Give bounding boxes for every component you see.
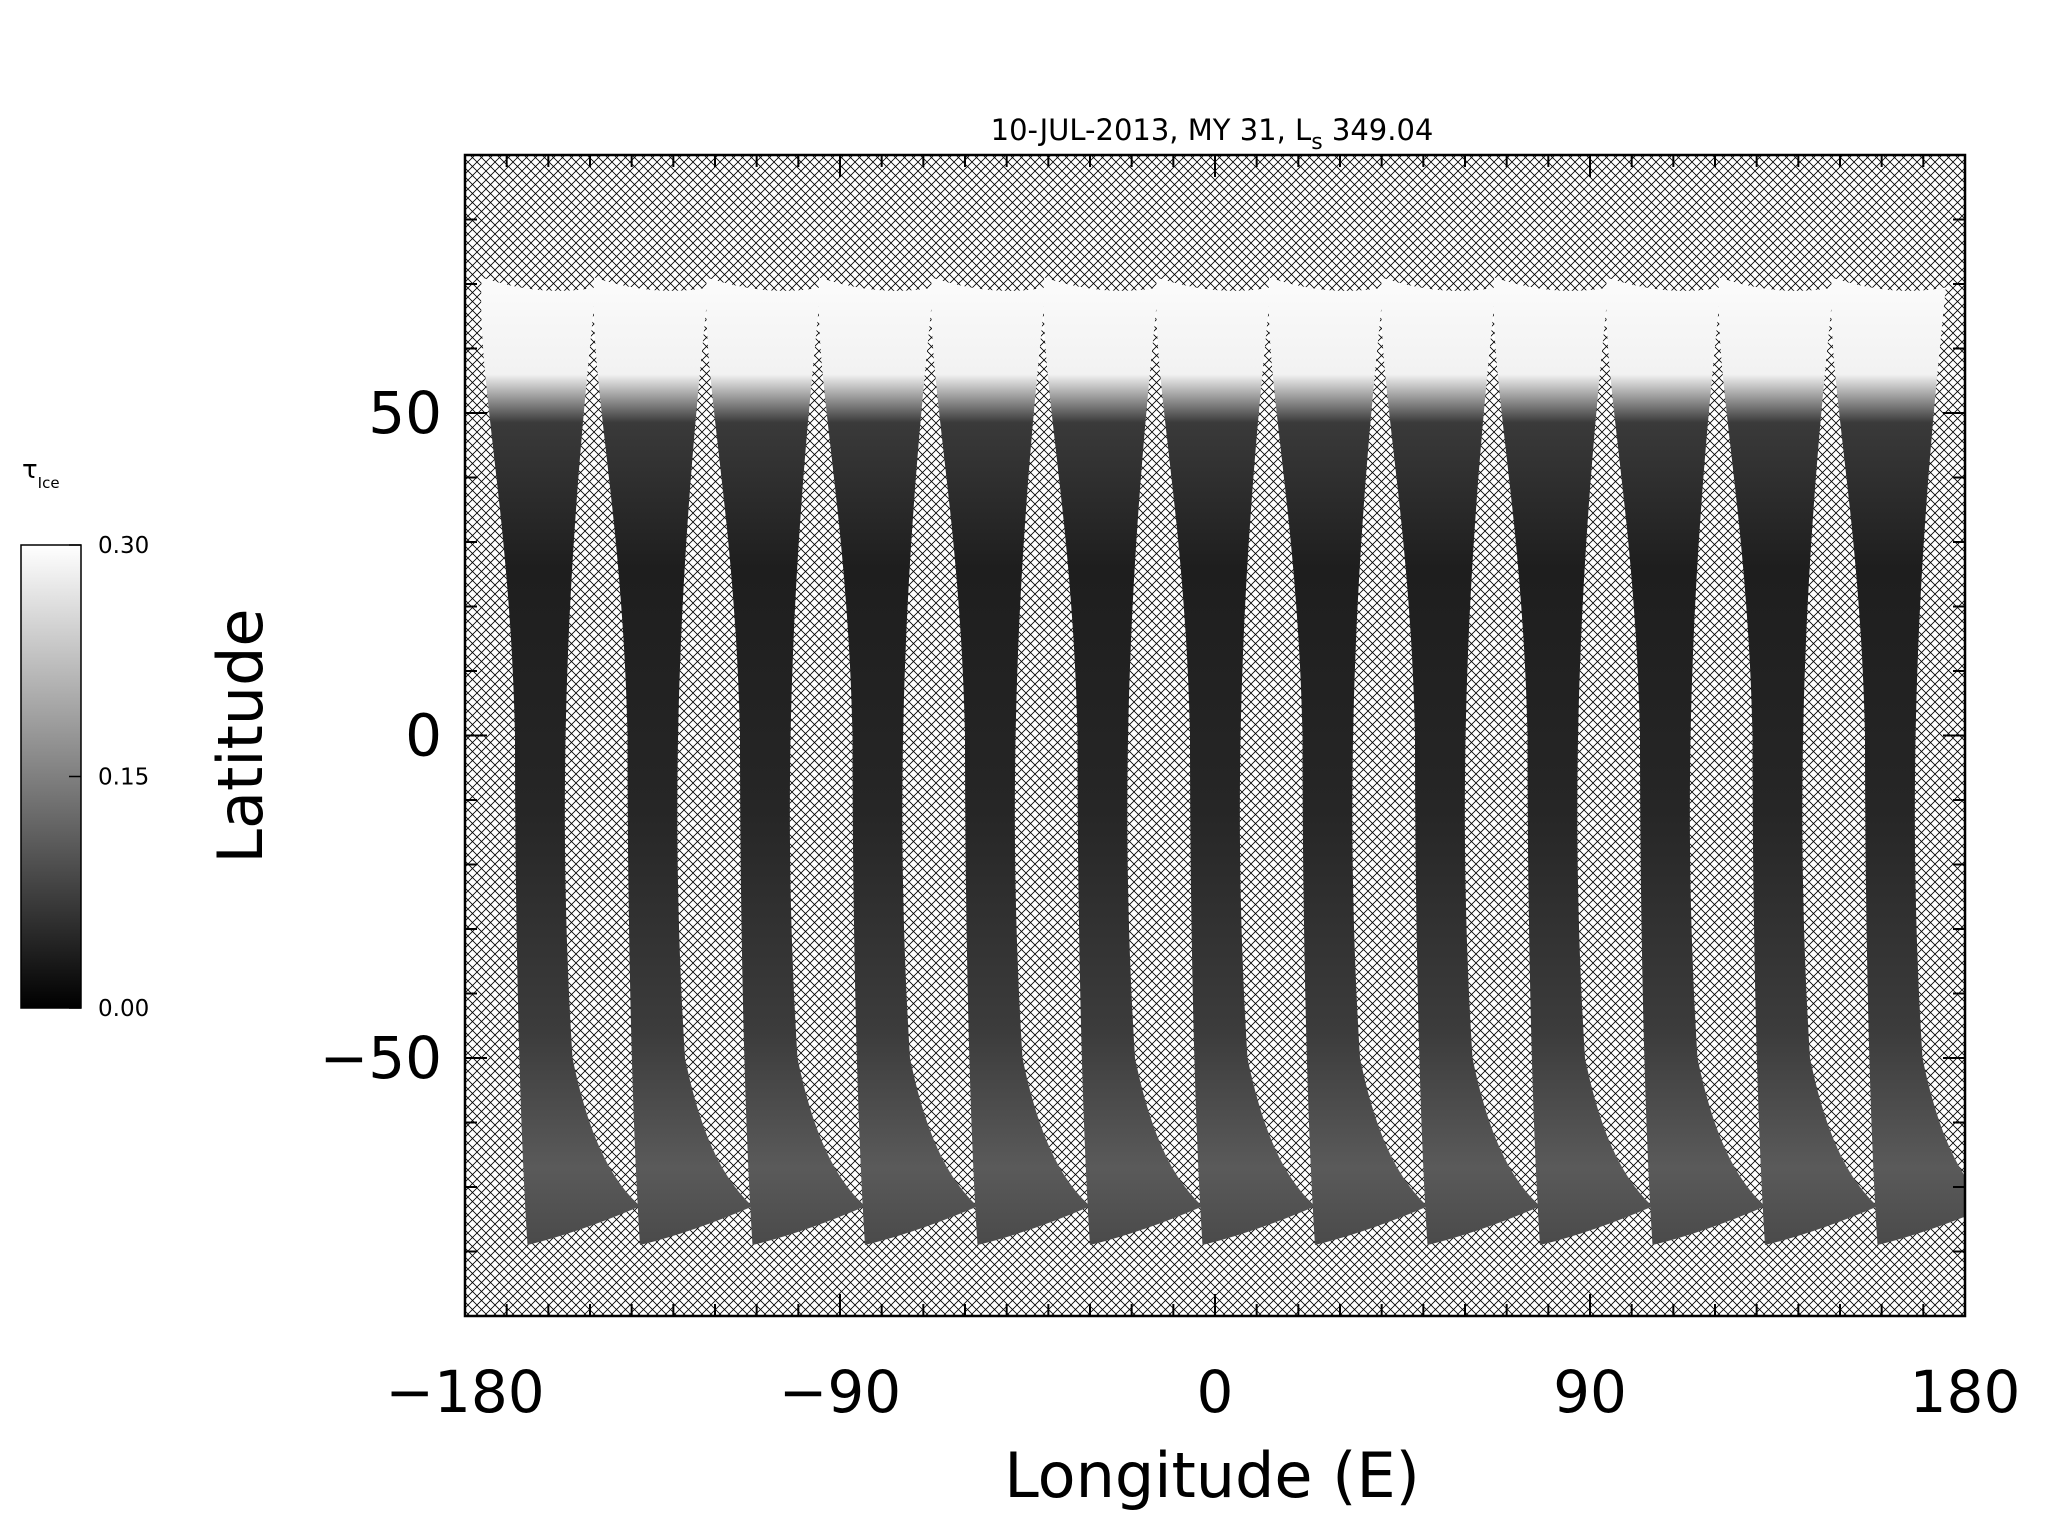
y-tick-label: −50 xyxy=(320,1024,442,1092)
orbit-swaths xyxy=(481,277,1965,1246)
swath-1 xyxy=(481,277,640,1246)
swath-7 xyxy=(1156,277,1315,1246)
x-tick-label: −90 xyxy=(779,1358,901,1426)
swath-6 xyxy=(1043,277,1203,1246)
x-tick-label: −180 xyxy=(385,1358,544,1426)
colorbar-ticks: 0.00 0.15 0.30 xyxy=(69,533,149,1022)
colorbar-label: τIce xyxy=(22,455,60,492)
swath-10 xyxy=(1493,277,1653,1246)
swath-13 xyxy=(1831,277,1965,1246)
y-tick-label: 0 xyxy=(405,702,442,770)
swath-9 xyxy=(1381,277,1540,1246)
y-axis-label: Latitude xyxy=(204,608,277,863)
swath-4 xyxy=(818,277,978,1246)
swath-3 xyxy=(706,277,865,1246)
axis-ticks xyxy=(464,154,1966,1317)
y-tick-labels: −50 0 50 xyxy=(320,379,442,1092)
colorbar: τIce 0.00 0.15 0.30 xyxy=(20,455,149,1022)
swath-2 xyxy=(593,277,753,1246)
colorbar-tick-label: 0.15 xyxy=(98,765,149,791)
x-tick-label: 0 xyxy=(1197,1358,1234,1426)
colorbar-tick-label: 0.30 xyxy=(98,533,149,559)
swath-12 xyxy=(1718,277,1878,1246)
x-axis-label: Longitude (E) xyxy=(1004,1439,1420,1512)
swath-8 xyxy=(1268,277,1428,1246)
x-tick-label: 90 xyxy=(1553,1358,1627,1426)
x-tick-labels: −180 −90 0 90 180 xyxy=(385,1358,2020,1426)
swath-5 xyxy=(931,277,1090,1246)
y-tick-label: 50 xyxy=(368,379,442,447)
swath-11 xyxy=(1606,277,1765,1246)
colorbar-tick-label: 0.00 xyxy=(98,996,149,1022)
chart-title: 10-JUL-2013, MY 31, Ls 349.04 xyxy=(991,113,1434,155)
x-tick-label: 180 xyxy=(1910,1358,2021,1426)
